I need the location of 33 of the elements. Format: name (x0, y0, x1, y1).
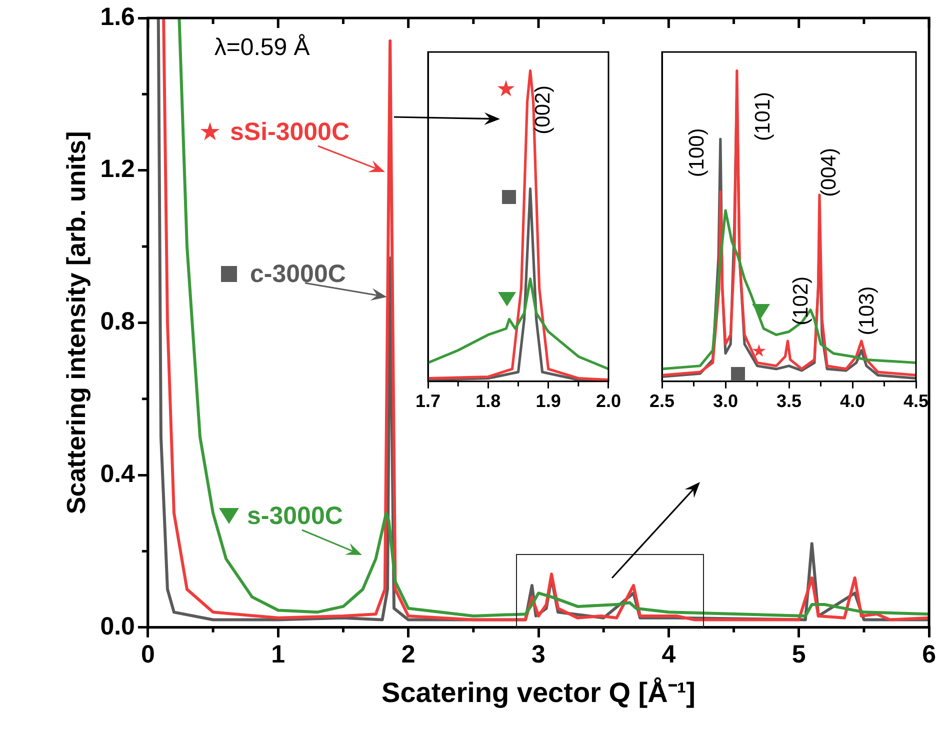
annotation: (103) (856, 286, 879, 336)
x-tick-label: 2.5 (649, 391, 675, 412)
x-tick-label: 2 (401, 640, 416, 668)
y-axis-title: Scattering intensity [arb. units] (60, 131, 91, 514)
x-tick-label: 5 (792, 640, 806, 668)
legend-label: c-3000C (250, 260, 346, 288)
x-tick-label: 2.0 (596, 391, 622, 412)
annotation: λ=0.59 Å (214, 34, 310, 61)
x-tick-label: 3.5 (776, 391, 802, 412)
x-tick-label: 4.0 (840, 391, 866, 412)
legend-label: s-3000C (247, 502, 343, 530)
x-tick-label: 0 (141, 640, 155, 668)
annotation: (101) (751, 92, 774, 141)
y-tick-label: 1.6 (100, 2, 135, 31)
legend-label: sSi-3000C (230, 118, 350, 146)
x-axis-title: Scatering vector Q [Å⁻¹] (382, 676, 696, 708)
annotation: (002) (531, 85, 554, 134)
annotation: (100) (685, 128, 708, 178)
x-tick-label: 1.9 (536, 391, 561, 412)
x-tick-label: 1.7 (415, 391, 441, 412)
x-tick-label: 3 (532, 640, 546, 668)
annotation: (004) (817, 148, 840, 197)
y-tick-label: 1.2 (100, 155, 135, 184)
x-tick-label: 4.5 (903, 391, 929, 412)
y-tick-label: 0.8 (100, 308, 136, 336)
x-tick-label: 1.8 (476, 391, 501, 412)
y-tick-label: 0.0 (100, 612, 135, 640)
x-tick-label: 1 (271, 640, 286, 668)
x-tick-label: 4 (662, 640, 676, 668)
annotation: (102) (789, 276, 812, 326)
y-tick-label: 0.4 (100, 460, 136, 488)
x-tick-label: 3.0 (712, 391, 738, 412)
x-tick-label: 6 (922, 640, 936, 668)
